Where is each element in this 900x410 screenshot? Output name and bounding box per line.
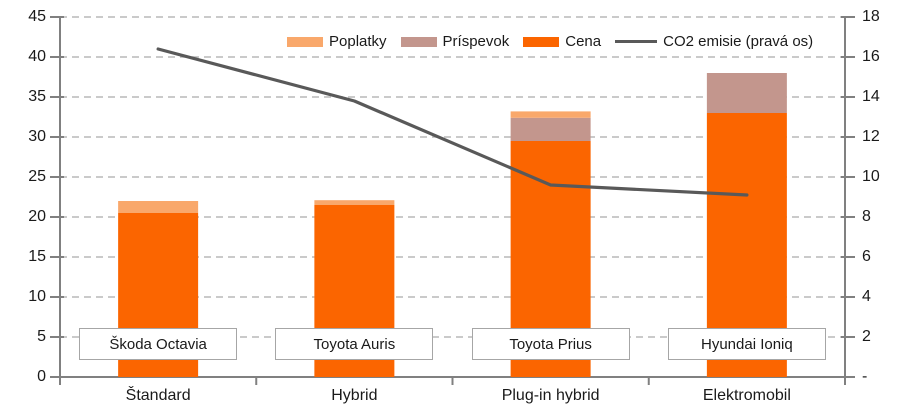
legend-color-swatch xyxy=(400,36,437,47)
model-label-text: Škoda Octavia xyxy=(109,335,207,353)
left-axis-tick-label: 5 xyxy=(37,328,46,345)
x-axis-category-label: Hybrid xyxy=(331,387,378,404)
legend-label: Cena xyxy=(565,33,602,50)
bar-segment-príspevok-4 xyxy=(706,73,787,113)
left-axis-tick-label: 45 xyxy=(28,8,46,25)
model-label-box: Škoda Octavia xyxy=(79,328,238,360)
legend-label: CO2 emisie (pravá os) xyxy=(663,33,814,50)
model-label-box: Toyota Auris xyxy=(275,328,434,360)
left-axis-tick-label: 0 xyxy=(37,368,46,385)
right-axis-tick-label: 12 xyxy=(862,128,880,145)
bar-segment-poplatky-3 xyxy=(510,111,591,118)
right-axis-tick-label: 4 xyxy=(862,288,871,305)
legend-item-co2-emisie-prav-os-: CO2 emisie (pravá os) xyxy=(615,33,813,50)
x-axis-category-label: Štandard xyxy=(125,387,191,404)
bar-segment-poplatky-1 xyxy=(118,201,199,213)
right-axis-tick-label: 14 xyxy=(862,88,880,105)
right-axis-tick-label: 8 xyxy=(862,208,871,225)
legend-color-swatch xyxy=(287,36,323,47)
right-axis-tick-label: 10 xyxy=(862,168,880,185)
bar-segment-poplatky-2 xyxy=(314,200,395,205)
left-axis-tick-label: 10 xyxy=(28,288,46,305)
right-axis-tick-label: 6 xyxy=(862,248,871,265)
x-axis-category-label: Plug-in hybrid xyxy=(501,387,600,404)
left-axis-tick-label: 40 xyxy=(28,48,46,65)
bar-segment-príspevok-3 xyxy=(510,117,591,141)
left-axis-tick-label: 20 xyxy=(28,208,46,225)
chart-legend: Poplatky Príspevok Cena CO2 emisie (pravá o… xyxy=(287,33,813,50)
left-axis-tick-label: 25 xyxy=(28,168,46,185)
right-axis-tick-label: 16 xyxy=(862,48,880,65)
model-label-text: Hyundai Ioniq xyxy=(701,335,793,353)
legend-label: Poplatky xyxy=(329,33,387,50)
right-axis-tick-label: - xyxy=(862,368,868,385)
left-axis-tick-label: 30 xyxy=(28,128,46,145)
model-label-text: Toyota Auris xyxy=(313,335,396,353)
right-axis-tick-label: 18 xyxy=(862,8,880,25)
legend-color-swatch xyxy=(523,36,560,47)
left-axis-tick-label: 35 xyxy=(28,88,46,105)
legend-item-poplatky: Poplatky xyxy=(287,33,387,50)
model-label-text: Toyota Prius xyxy=(509,335,592,353)
legend-item-cena: Cena xyxy=(523,33,601,50)
legend-item-pr-spevok: Príspevok xyxy=(400,33,510,50)
legend-label: Príspevok xyxy=(442,33,510,50)
right-axis-tick-label: 2 xyxy=(862,328,871,345)
legend-line-swatch xyxy=(615,40,658,43)
model-label-box: Hyundai Ioniq xyxy=(667,328,826,360)
x-axis-category-label: Elektromobil xyxy=(702,387,791,404)
model-label-box: Toyota Prius xyxy=(471,328,630,360)
co2-emissions-line xyxy=(156,47,749,197)
left-axis-tick-label: 15 xyxy=(28,248,46,265)
